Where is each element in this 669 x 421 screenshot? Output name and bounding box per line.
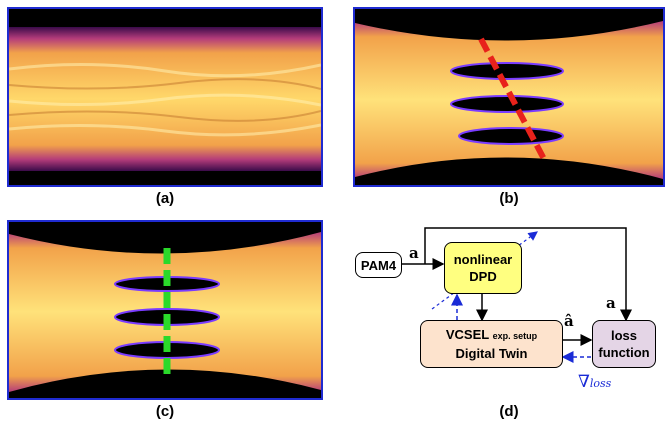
signal-a-label-right: a <box>606 294 616 312</box>
signal-ahat-label: â <box>564 312 574 330</box>
gradient-loss-label: ∇loss <box>578 372 611 392</box>
dpd-label-line2: DPD <box>469 269 497 284</box>
caption-d: (d) <box>499 403 519 420</box>
pam4-label: PAM4 <box>360 257 397 273</box>
caption-b: (b) <box>499 190 519 207</box>
pam4-block: PAM4 <box>355 252 402 278</box>
vcsel-digital-twin-block: VCSEL exp. setup Digital Twin <box>420 320 563 368</box>
loss-function-block: loss function <box>592 320 656 368</box>
red-dashed-marker <box>478 37 548 163</box>
eye-diagram-a <box>7 7 323 187</box>
eye-diagram-b <box>353 7 665 187</box>
nabla-symbol: ∇ <box>578 372 590 392</box>
caption-a: (a) <box>155 190 175 207</box>
nonlinear-dpd-block: nonlinear DPD <box>444 242 522 294</box>
vcsel-label: VCSEL <box>445 327 489 342</box>
digital-twin-label: Digital Twin <box>455 346 528 361</box>
dpd-label-line1: nonlinear <box>453 252 513 267</box>
exp-setup-label: exp. setup <box>492 331 538 341</box>
loss-subscript: loss <box>589 377 612 390</box>
loss-label-line2: function <box>598 345 650 360</box>
eye-diagram-c <box>7 220 323 400</box>
loss-label-line1: loss <box>610 328 637 343</box>
signal-a-label-left: a <box>409 244 419 262</box>
caption-c: (c) <box>155 403 175 420</box>
